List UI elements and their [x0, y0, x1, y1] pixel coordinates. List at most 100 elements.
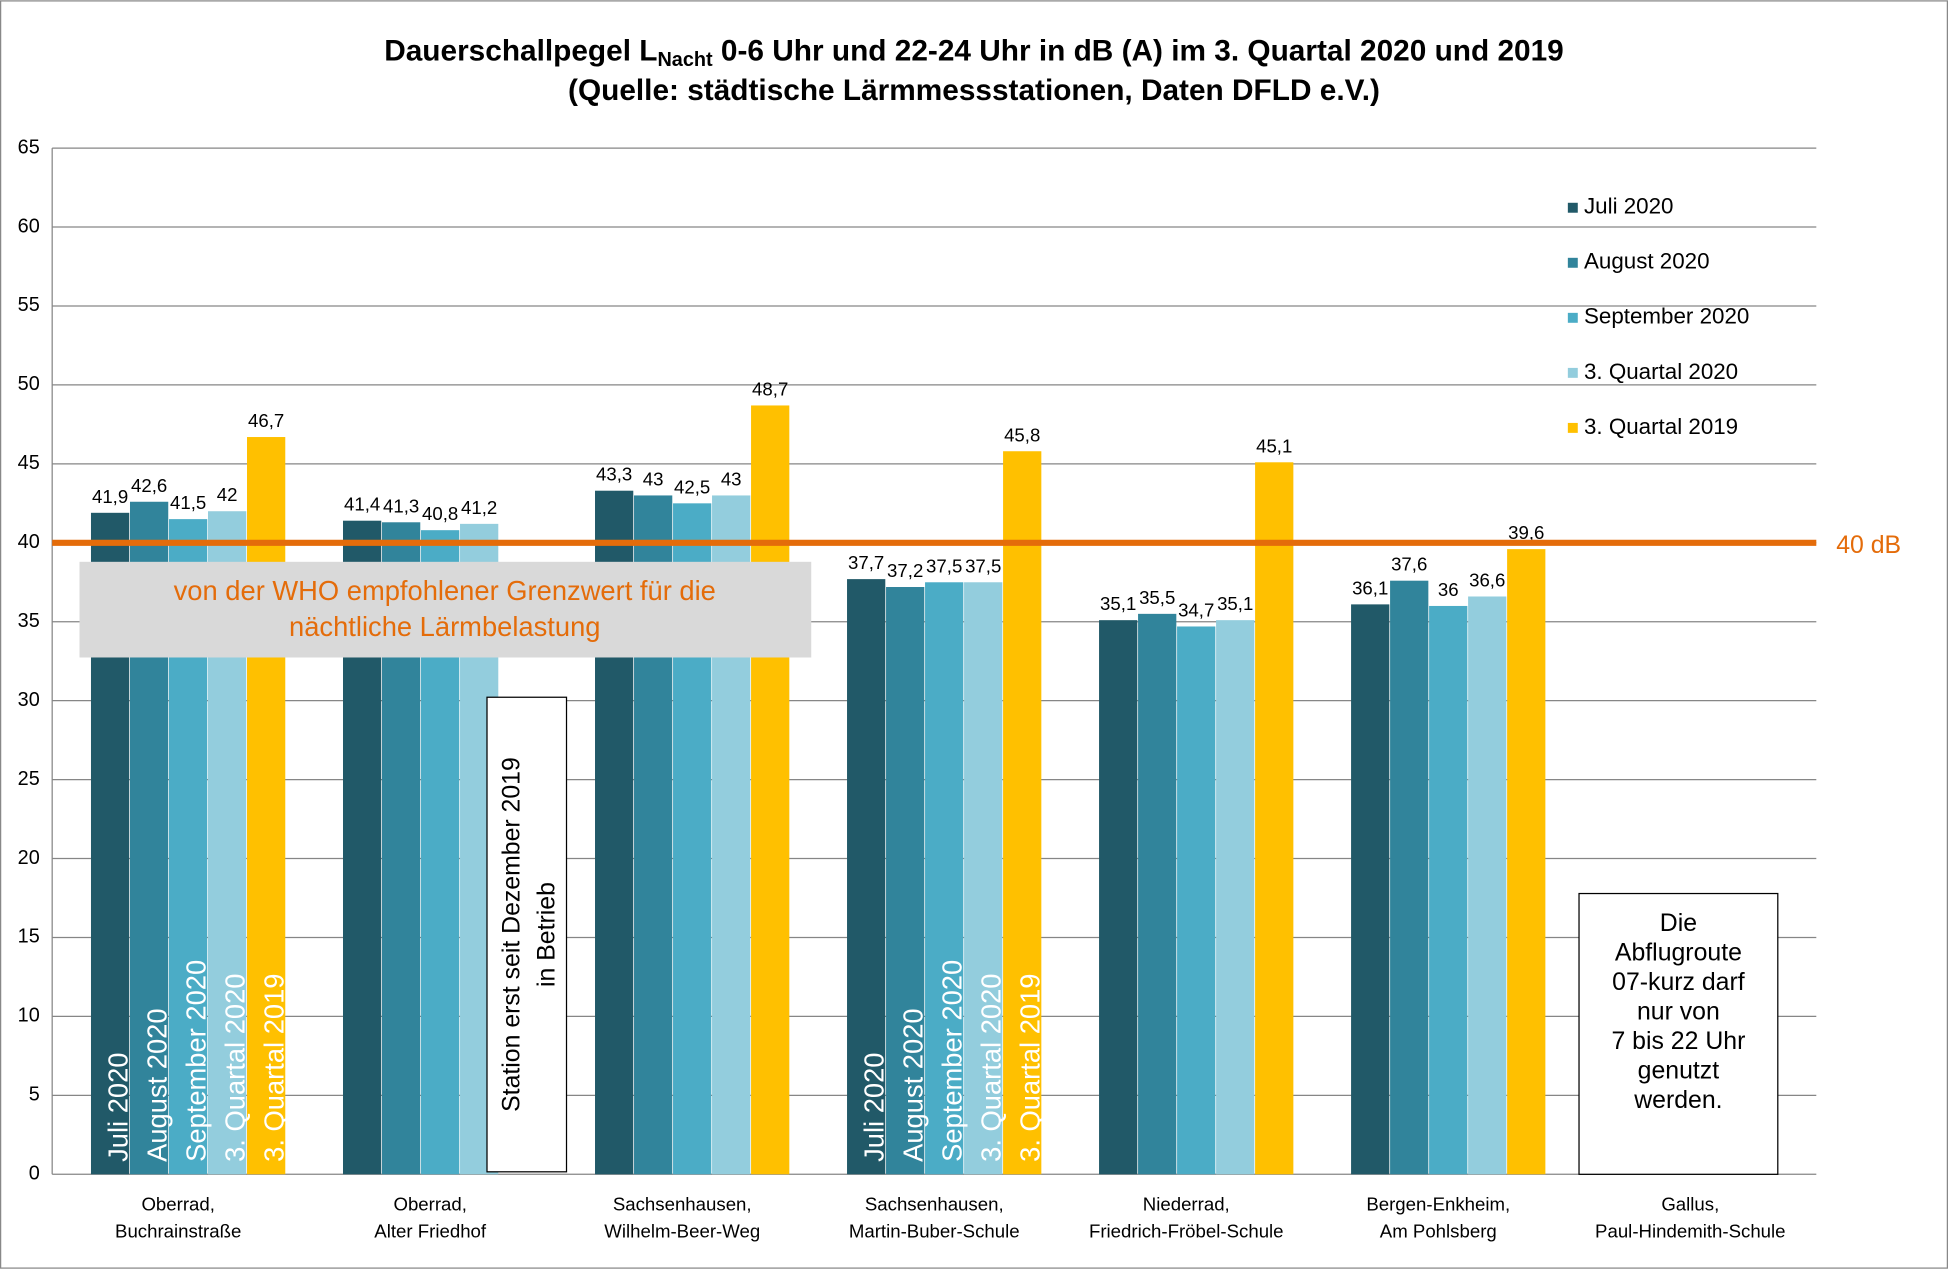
- bar-series-name: August 2020: [897, 1008, 928, 1161]
- y-tick-label: 10: [18, 1005, 40, 1027]
- bar-series-name: August 2020: [141, 1008, 172, 1161]
- value-label: 35,5: [1139, 587, 1175, 608]
- bar: [964, 582, 1003, 1175]
- y-tick-label: 50: [18, 373, 40, 395]
- x-tick-label: Oberrad,: [141, 1193, 215, 1214]
- legend-label: September 2020: [1584, 304, 1749, 329]
- x-tick-label: Gallus,: [1661, 1193, 1719, 1214]
- value-label: 37,5: [926, 555, 962, 576]
- x-tick-label: Buchrainstraße: [115, 1221, 241, 1242]
- legend-label: Juli 2020: [1584, 194, 1674, 219]
- value-label: 37,5: [965, 555, 1001, 576]
- value-label: 43: [721, 468, 742, 489]
- value-label: 41,3: [383, 495, 419, 516]
- annotation-text: in Betrieb: [533, 882, 560, 987]
- value-label: 45,1: [1256, 435, 1292, 456]
- reference-label: 40 dB: [1836, 532, 1901, 559]
- bar-series-name: 3. Quartal 2020: [975, 973, 1006, 1161]
- bar: [1351, 604, 1390, 1175]
- y-tick-label: 0: [29, 1163, 40, 1185]
- legend-swatch: [1567, 422, 1578, 433]
- bar: [751, 405, 790, 1175]
- title-sub: Nacht: [657, 49, 713, 71]
- annotation-text: werden.: [1633, 1087, 1722, 1114]
- value-label: 41,5: [170, 492, 206, 513]
- bar: [1390, 580, 1429, 1175]
- note-box: [79, 561, 812, 658]
- legend-swatch: [1567, 312, 1578, 323]
- annotation-text: 07-kurz darf: [1612, 969, 1745, 996]
- legend-swatch: [1567, 257, 1578, 268]
- bar-series-name: September 2020: [936, 960, 967, 1162]
- value-label: 45,8: [1004, 424, 1040, 445]
- value-label: 37,2: [887, 560, 923, 581]
- legend-label: 3. Quartal 2020: [1584, 359, 1738, 384]
- bar: [1216, 620, 1255, 1175]
- y-tick-label: 25: [18, 768, 40, 790]
- y-tick-label: 35: [18, 610, 40, 632]
- y-tick-label: 40: [18, 531, 40, 553]
- y-tick-label: 30: [18, 689, 40, 711]
- annotation-box: [486, 696, 568, 1173]
- y-tick-label: 15: [18, 926, 40, 948]
- bar: [1468, 596, 1507, 1175]
- legend-label: 3. Quartal 2019: [1584, 414, 1738, 439]
- x-tick-label: Niederrad,: [1143, 1193, 1230, 1214]
- y-tick-label: 60: [18, 215, 40, 237]
- bar: [1429, 605, 1468, 1175]
- bar: [1138, 613, 1177, 1175]
- value-label: 35,1: [1100, 593, 1136, 614]
- x-tick-label: Sachsenhausen,: [613, 1193, 752, 1214]
- value-label: 34,7: [1178, 599, 1214, 620]
- annotation-box: [1578, 892, 1779, 1175]
- chart-title: Dauerschallpegel LNacht 0-6 Uhr und 22-2…: [384, 34, 1564, 71]
- bar: [886, 587, 925, 1175]
- value-label: 46,7: [248, 410, 284, 431]
- bar: [925, 582, 964, 1175]
- bar-series-name: Juli 2020: [102, 1052, 133, 1161]
- annotation-text: Die: [1660, 910, 1697, 937]
- value-label: 41,9: [92, 486, 128, 507]
- value-label: 41,4: [344, 494, 380, 515]
- bar: [1003, 451, 1042, 1175]
- title-part: 0-6 Uhr und 22-24 Uhr in dB (A) im 3. Qu…: [713, 34, 1564, 67]
- x-tick-label: Oberrad,: [393, 1193, 467, 1214]
- x-tick-label: Am Pohlsberg: [1380, 1221, 1497, 1242]
- y-tick-label: 45: [18, 452, 40, 474]
- annotation-text: nur von: [1637, 998, 1720, 1025]
- bar-series-name: Juli 2020: [858, 1052, 889, 1161]
- value-label: 42,6: [131, 475, 167, 496]
- value-label: 36,1: [1352, 577, 1388, 598]
- annotation-text: 7 bis 22 Uhr: [1611, 1028, 1745, 1055]
- y-tick-label: 20: [18, 847, 40, 869]
- annotation-text: Abflugroute: [1615, 940, 1742, 967]
- bar-series-name: September 2020: [180, 960, 211, 1162]
- bar: [1255, 462, 1294, 1175]
- y-tick-label: 65: [18, 136, 40, 158]
- bar: [847, 579, 886, 1175]
- x-tick-label: Wilhelm-Beer-Weg: [604, 1221, 760, 1242]
- bar: [1177, 626, 1216, 1175]
- reference-note: von der WHO empfohlener Grenzwert für di…: [174, 575, 716, 606]
- value-label: 42,5: [674, 476, 710, 497]
- legend-swatch: [1567, 367, 1578, 378]
- value-label: 42: [217, 484, 238, 505]
- bar: [247, 437, 286, 1175]
- x-tick-label: Sachsenhausen,: [865, 1193, 1004, 1214]
- value-label: 36,6: [1469, 569, 1505, 590]
- value-label: 39,6: [1508, 522, 1544, 543]
- bar: [1099, 620, 1138, 1175]
- x-tick-label: Alter Friedhof: [374, 1221, 487, 1242]
- legend-label: August 2020: [1584, 249, 1710, 274]
- value-label: 35,1: [1217, 593, 1253, 614]
- legend-swatch: [1567, 202, 1578, 213]
- bar-series-name: 3. Quartal 2019: [1014, 973, 1045, 1161]
- chart-subtitle: (Quelle: städtische Lärmmessstationen, D…: [568, 74, 1380, 107]
- value-label: 37,6: [1391, 554, 1427, 575]
- x-tick-label: Martin-Buber-Schule: [849, 1221, 1020, 1242]
- x-tick-label: Friedrich-Fröbel-Schule: [1089, 1221, 1284, 1242]
- title-part: Dauerschallpegel L: [384, 34, 657, 67]
- annotation-text: genutzt: [1638, 1057, 1720, 1084]
